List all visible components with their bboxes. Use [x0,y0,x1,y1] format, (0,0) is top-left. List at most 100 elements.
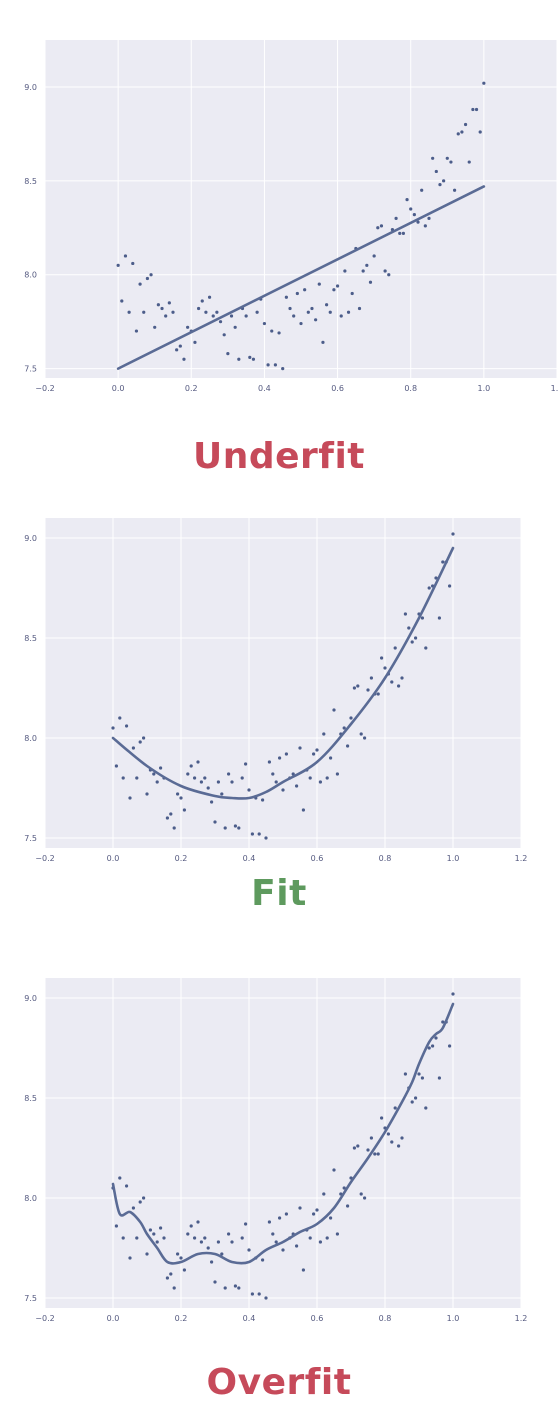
data-point [420,188,424,192]
data-point [197,306,201,311]
data-point [434,169,438,174]
data-point [281,367,285,371]
data-point [427,216,431,220]
data-point [332,288,336,292]
data-point [346,310,351,314]
data-point [398,231,402,236]
x-tick-label: 0.2 [175,854,188,863]
data-point [451,992,455,996]
data-point [223,1286,227,1290]
data-point [193,340,197,344]
overfit-caption: Overfit [206,1362,352,1403]
y-tick-label: 8.0 [24,271,37,280]
data-point [376,226,380,230]
data-point [155,1240,159,1244]
data-point [131,261,135,266]
data-point [383,269,387,273]
data-point [206,1246,210,1250]
data-point [207,295,212,299]
data-point [420,1076,424,1080]
fit-line [116,185,486,370]
data-point [274,1240,278,1244]
data-point [255,310,259,314]
data-point [442,179,446,183]
data-point [152,772,156,776]
data-point [437,616,441,620]
data-point [424,1106,428,1110]
data-point [318,780,322,784]
data-point [315,748,319,752]
data-point [127,310,131,314]
data-point [196,760,200,764]
data-point [332,1168,336,1172]
data-point [329,756,333,760]
data-point [237,357,241,361]
x-tick-label: 1.0 [477,384,490,393]
data-point [176,1252,180,1256]
data-point [321,340,325,344]
x-tick-label: 1.0 [447,854,460,863]
data-point [203,1236,207,1240]
data-point [213,1280,217,1284]
data-point [301,808,305,812]
data-point [369,676,373,680]
data-point [216,780,220,784]
data-point [118,716,122,720]
data-point [409,207,413,211]
overfit-chart: −0.2 0.0 0.2 0.4 0.6 0.8 1.0 1.2 7.5 8.0 8.5 9.0 [24,978,527,1323]
data-point [138,1200,142,1204]
data-point [206,786,210,790]
data-point [186,325,190,329]
data-point [152,1232,156,1236]
plot-area [45,40,557,378]
data-point [159,766,163,770]
data-point [135,1236,139,1240]
data-point [356,684,360,688]
data-point [266,363,270,367]
data-point [237,1286,241,1290]
data-point [145,1252,149,1256]
data-point [322,1192,326,1196]
data-point [233,325,237,329]
data-point [394,216,398,220]
y-tick-label: 8.5 [24,1094,37,1103]
data-point [111,726,115,730]
data-point [281,1248,285,1252]
data-point [222,333,226,337]
data-point [134,329,139,333]
data-point [306,310,310,314]
x-tick-label: 0.8 [404,384,417,393]
data-point [145,276,149,281]
data-point [267,1220,271,1224]
data-point [329,1216,333,1220]
data-point [424,646,428,650]
data-point [431,156,435,160]
data-point [159,1226,163,1230]
data-point [261,1258,265,1262]
data-point [449,160,453,164]
data-point [292,314,296,318]
data-point [121,1236,125,1240]
data-point [366,1148,370,1152]
x-tick-label: −0.2 [35,384,54,393]
data-point [427,586,431,590]
data-point [295,291,299,296]
data-point [204,310,208,314]
data-point [203,776,207,780]
data-point [155,780,159,784]
data-point [317,282,321,286]
data-point [250,1292,254,1296]
data-point [230,1240,234,1244]
data-point [189,764,193,768]
fit-panel: −0.2 0.0 0.2 0.4 0.6 0.8 1.0 1.2 7.5 8.0 8.5 9.0 Fi… [24,518,527,914]
data-point [182,1268,186,1272]
fit-chart: −0.2 0.0 0.2 0.4 0.6 0.8 1.0 1.2 7.5 8.0 8.5 9.0 [24,518,527,863]
data-point [412,213,416,217]
data-point [410,640,414,644]
data-point [365,263,369,267]
data-point [352,686,356,690]
data-point [308,1236,312,1240]
data-point [379,224,384,228]
data-point [148,1228,152,1232]
data-point [342,1186,346,1190]
